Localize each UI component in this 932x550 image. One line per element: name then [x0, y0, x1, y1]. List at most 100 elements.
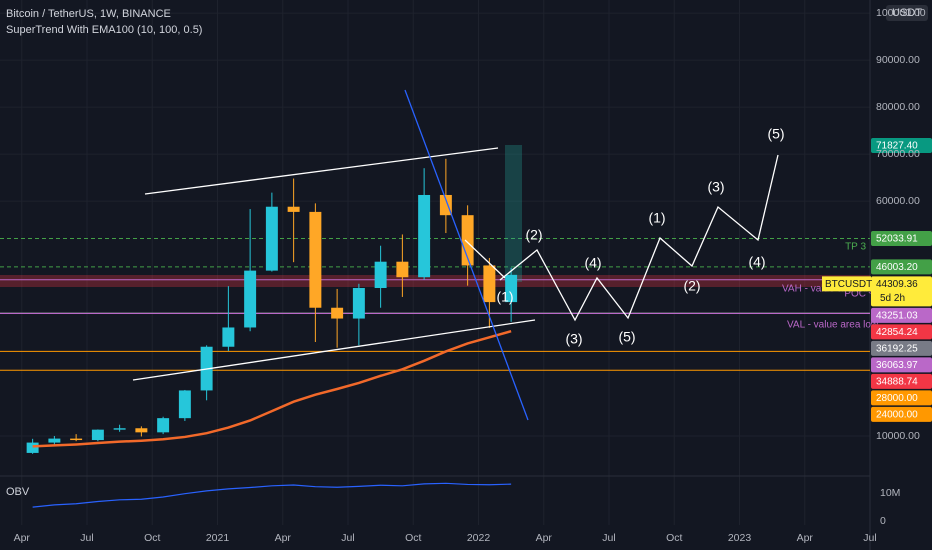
candle-body: [222, 327, 235, 347]
poc-label: POC: [844, 289, 866, 300]
price-tag: [871, 373, 932, 389]
candle-body: [331, 307, 344, 319]
candle-body: [178, 390, 191, 419]
wave-label: (3): [565, 331, 582, 347]
price-tag: [871, 340, 932, 356]
price-tag-label: 71827.40: [876, 141, 918, 152]
price-tag: [871, 390, 932, 406]
candle-body: [352, 288, 365, 319]
candle-body: [287, 206, 300, 212]
channel-top: [144, 147, 499, 195]
candle-body: [505, 274, 518, 303]
x-tick-label: 2022: [467, 532, 491, 544]
x-tick-label: Apr: [536, 532, 553, 544]
price-tag-label: 43251.03: [876, 310, 918, 321]
obv-line: [32, 482, 512, 508]
target-box: [505, 145, 522, 282]
drawings: [132, 147, 779, 381]
price-tag-label: 44309.36: [876, 279, 918, 290]
price-tag: [871, 138, 932, 154]
obv-tick-label: 0: [880, 515, 886, 527]
channel-bottom: [132, 319, 536, 381]
price-tag: [871, 357, 932, 373]
currency[interactable]: USDT: [892, 7, 922, 19]
tp-label: TP 3: [845, 242, 866, 253]
x-tick-label: Apr: [797, 532, 814, 544]
symbol-tag: [822, 276, 871, 292]
wave-label: (4): [584, 255, 601, 271]
obv-title: OBV: [6, 486, 30, 498]
candle-body: [418, 194, 431, 278]
trend-line: [404, 89, 529, 421]
x-tick-label: 2021: [206, 532, 230, 544]
wave-label: (5): [618, 329, 635, 345]
price-tag-label: 36192.25: [876, 343, 918, 354]
candle-body: [135, 428, 148, 433]
candle-body: [374, 261, 387, 289]
price-tag-label: 34888.74: [876, 376, 918, 387]
price-tag: [871, 406, 932, 422]
candle-body: [461, 215, 474, 266]
price-tag: [871, 307, 932, 323]
candle-body: [439, 194, 452, 216]
candle-body: [157, 418, 170, 433]
price-tag-label: 46003.20: [876, 262, 918, 273]
candle-body: [26, 442, 39, 453]
price-tag: [871, 276, 932, 307]
triangle-top: [464, 239, 506, 279]
y-tick-label: 60000.00: [876, 195, 920, 207]
price-tag-label: 36063.97: [876, 360, 918, 371]
wave-label: (4): [748, 254, 765, 270]
symbol: BTCUSDT: [825, 279, 872, 290]
x-tick-label: Jul: [80, 532, 93, 544]
candle-body: [48, 438, 61, 443]
candle-body: [309, 211, 322, 308]
obv-tick-label: 10M: [880, 487, 900, 499]
wave-label: (1): [496, 289, 513, 305]
indicator-title: SuperTrend With EMA100 (10, 100, 0.5): [6, 24, 202, 36]
x-tick-label: Apr: [14, 532, 31, 544]
levels: [0, 238, 870, 371]
price-tag: [871, 231, 932, 247]
x-tick-label: Oct: [405, 532, 421, 544]
currency-box[interactable]: [886, 5, 928, 21]
x-tick-label: Jul: [602, 532, 615, 544]
price-tag-label: 24000.00: [876, 409, 918, 420]
candle-body: [113, 428, 126, 430]
price-tag: [871, 324, 932, 340]
y-tick-label: 80000.00: [876, 101, 920, 113]
x-tick-label: Apr: [275, 532, 292, 544]
wave-label: (3): [707, 179, 724, 195]
wave-label: (1): [648, 210, 665, 226]
x-tick-label: Jul: [863, 532, 876, 544]
candle-body: [265, 206, 278, 271]
price-zone: [0, 275, 870, 287]
price-tag-label: 52033.91: [876, 234, 918, 245]
y-tick-label: 90000.00: [876, 54, 920, 66]
candle-body: [244, 270, 257, 328]
price-tags: 71827.40 52033.91 46003.20 BTCUSDT 5d 2h 4430…: [822, 138, 932, 422]
x-tick-label: Oct: [666, 532, 682, 544]
y-tick-label: 10000.00: [876, 430, 920, 442]
y-tick-label: 70000.00: [876, 148, 920, 160]
chart-title: Bitcoin / TetherUS, 1W, BINANCE: [6, 8, 171, 20]
y-tick-label: 100000.00: [876, 7, 926, 19]
candle-body: [483, 265, 496, 303]
countdown: 5d 2h: [880, 293, 905, 304]
x-tick-label: Jul: [341, 532, 354, 544]
price-tag: [871, 259, 932, 275]
x-tick-label: Oct: [144, 532, 160, 544]
val-label: VAL - value area low: [787, 320, 879, 331]
wave-path: [499, 154, 779, 322]
wave-label: (2): [683, 278, 700, 294]
candle-body: [70, 438, 83, 441]
candle-body: [396, 261, 409, 278]
x-tick-label: 2023: [728, 532, 752, 544]
ema-line: [32, 330, 512, 448]
candle-body: [91, 429, 104, 441]
price-tag-label: 28000.00: [876, 393, 918, 404]
wave-label: (2): [525, 227, 542, 243]
wave-label: (5): [767, 126, 784, 142]
